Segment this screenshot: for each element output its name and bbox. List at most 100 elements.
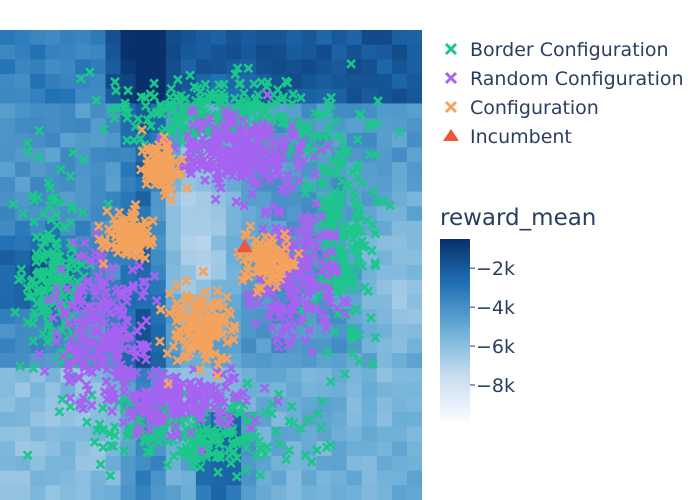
heatmap-cell (90, 118, 107, 134)
point-random-configuration (239, 200, 250, 211)
heatmap-cell (406, 265, 422, 281)
legend-item-random-configuration[interactable]: Random Configuration (444, 68, 684, 90)
point-configuration (212, 319, 223, 330)
point-border-configuration (230, 69, 241, 80)
point-random-configuration (186, 396, 197, 407)
point-border-configuration (293, 117, 303, 128)
heatmap-cell (391, 485, 408, 500)
point-configuration (106, 240, 117, 251)
heatmap-cell (361, 30, 378, 46)
heatmap-cell (271, 470, 287, 486)
heatmap-cell (406, 338, 422, 354)
point-border-configuration (201, 423, 212, 434)
heatmap-cell (150, 220, 167, 237)
legend-item-configuration[interactable]: Configuration (444, 97, 599, 119)
heatmap-cell (331, 455, 348, 472)
point-random-configuration (134, 260, 145, 271)
heatmap-cell (135, 59, 152, 75)
point-random-configuration (220, 110, 231, 121)
point-border-configuration (45, 183, 56, 194)
point-random-configuration (238, 388, 249, 398)
point-border-configuration (241, 432, 252, 443)
heatmap-cell (180, 250, 197, 266)
point-random-configuration (298, 258, 309, 269)
point-border-configuration (33, 192, 43, 203)
legend-item-border-configuration[interactable]: Border Configuration (444, 39, 669, 61)
heatmap-cell (391, 353, 408, 369)
heatmap-cell (391, 367, 408, 384)
heatmap-cell (331, 426, 348, 442)
heatmap-cell (60, 103, 76, 119)
heatmap-cell (331, 59, 348, 75)
point-configuration (198, 266, 209, 277)
heatmap-cell (30, 162, 46, 178)
point-random-configuration (205, 113, 215, 123)
point-border-configuration (22, 317, 33, 328)
point-random-configuration (98, 339, 109, 350)
heatmap-cell (0, 441, 16, 457)
point-configuration (237, 275, 248, 286)
heatmap-cell (361, 294, 378, 310)
point-random-configuration (115, 365, 126, 375)
heatmap-cell (0, 235, 16, 251)
heatmap-cell (226, 294, 242, 310)
point-configuration (257, 266, 268, 277)
point-random-configuration (137, 291, 148, 302)
point-configuration (184, 326, 195, 337)
point-random-configuration (127, 343, 137, 354)
point-random-configuration (152, 411, 163, 422)
heatmap-cell (45, 74, 61, 90)
point-border-configuration (16, 272, 27, 283)
point-configuration (98, 258, 109, 269)
point-border-configuration (300, 126, 311, 137)
point-border-configuration (266, 99, 277, 110)
point-border-configuration (33, 152, 44, 163)
point-random-configuration (294, 175, 305, 185)
heatmap-cell (60, 441, 76, 457)
heatmap-cell (165, 44, 182, 60)
heatmap-cell (376, 30, 393, 46)
point-random-configuration (56, 264, 67, 275)
heatmap-cell (180, 176, 197, 193)
heatmap-cell (376, 455, 393, 472)
point-border-configuration (354, 109, 365, 120)
heatmap-cell (0, 455, 16, 472)
scatter-layer (8, 58, 405, 482)
heatmap-cell (226, 485, 242, 500)
point-configuration (145, 160, 156, 171)
point-random-configuration (51, 336, 62, 347)
point-random-configuration (288, 239, 298, 250)
heatmap-cell (45, 441, 61, 457)
point-random-configuration (145, 415, 156, 425)
point-border-configuration (345, 223, 356, 234)
heatmap-cell (75, 176, 92, 193)
point-border-configuration (348, 283, 359, 294)
point-incumbent[interactable] (236, 239, 253, 253)
heatmap-cell (15, 426, 31, 442)
point-border-configuration (378, 195, 388, 206)
point-random-configuration (133, 427, 144, 438)
heatmap-cell (271, 382, 287, 398)
legend-item-incumbent[interactable]: Incumbent (443, 126, 572, 148)
heatmap-cell (346, 426, 363, 442)
heatmap-cell (346, 411, 363, 428)
point-border-configuration (241, 442, 252, 453)
point-random-configuration (320, 260, 331, 271)
point-random-configuration (260, 208, 270, 219)
point-border-configuration (335, 188, 346, 199)
point-random-configuration (166, 402, 177, 413)
point-border-configuration (282, 77, 293, 88)
heatmap-cell (120, 59, 137, 75)
point-border-configuration (185, 70, 195, 81)
point-border-configuration (315, 422, 326, 433)
point-random-configuration (214, 417, 225, 428)
point-configuration (121, 221, 132, 232)
point-configuration (156, 304, 166, 315)
heatmap-cell (376, 367, 393, 384)
point-border-configuration (156, 109, 167, 119)
point-border-configuration (26, 291, 37, 302)
point-random-configuration (253, 177, 264, 188)
point-configuration (153, 172, 164, 183)
heatmap-cell (30, 74, 46, 90)
point-random-configuration (297, 313, 308, 324)
